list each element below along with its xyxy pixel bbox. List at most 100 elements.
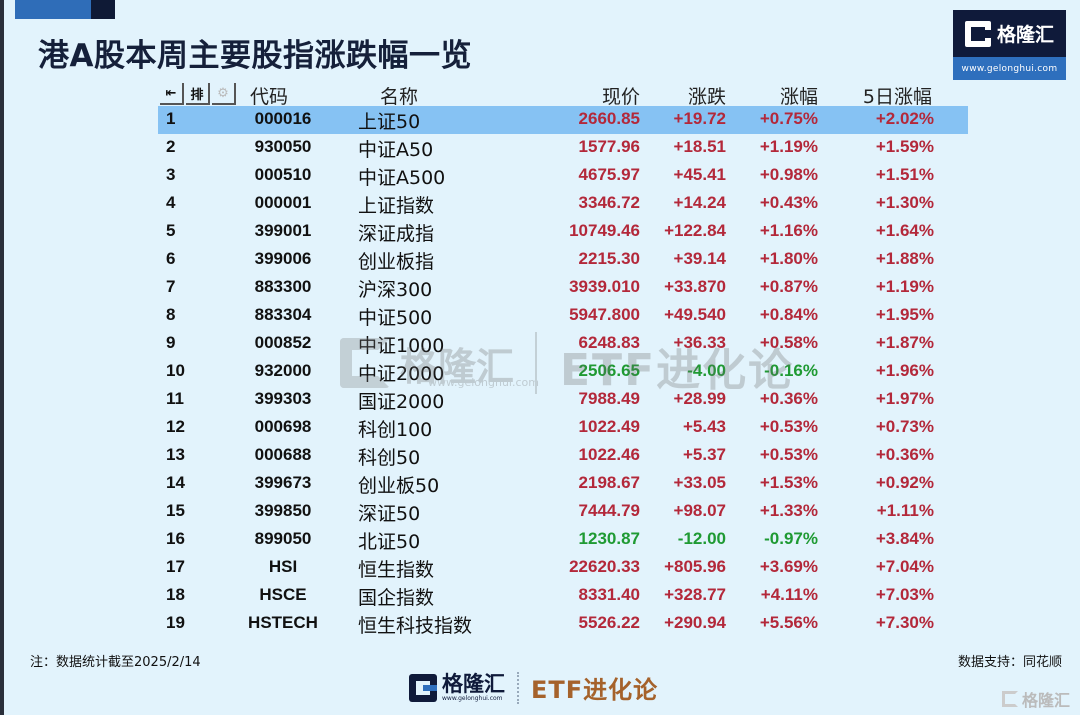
top-accent-bar-dark [91,0,115,19]
brand-url: www.gelonghui.com [953,57,1066,80]
row-pct: +1.80% [759,249,818,268]
row-pct: +1.16% [759,221,818,240]
table-row[interactable]: 1 000016 上证50 2660.85 +19.72 +0.75% +2.02% [158,106,968,134]
table-row[interactable]: 15 399850 深证50 7444.79 +98.07 +1.33% +1.11% [158,498,968,526]
table-row[interactable]: 10 932000 中证2000 2506.65 -4.00 -0.16% +1.96% [158,358,968,386]
corner-watermark-text: 格隆汇 [1021,691,1070,710]
table-row[interactable]: 6 399006 创业板指 2215.30 +39.14 +1.80% +1.88% [158,246,968,274]
row-name: 创业板50 [358,475,440,497]
column-header-name[interactable]: 名称 [380,86,419,108]
row-pct: -0.97% [764,529,818,548]
row-index: 17 [166,557,185,576]
brand-name: 格隆汇 [996,24,1054,46]
row-pct: +3.69% [759,557,818,576]
row-price: 5526.22 [578,613,640,632]
column-header-pct5[interactable]: 5日涨幅 [862,86,932,108]
data-source: 数据支持：同花顺 [957,655,1062,670]
row-index: 11 [166,389,184,408]
table-row[interactable]: 9 000852 中证1000 6248.83 +36.33 +0.58% +1.87% [158,330,968,358]
row-price: 7988.49 [578,389,640,408]
data-date-note: 注：数据统计截至2025/2/14 [30,655,201,670]
row-name: 深证50 [358,503,421,525]
row-pct5: +7.03% [875,585,934,604]
row-pct: +1.19% [759,137,818,156]
row-change: +290.94 [664,613,726,632]
table-row[interactable]: 4 000001 上证指数 3346.72 +14.24 +0.43% +1.30% [158,190,968,218]
row-change: +33.05 [673,473,726,492]
row-price: 1022.46 [578,445,640,464]
row-code: 899050 [254,529,312,548]
row-price: 5947.800 [569,305,640,324]
row-pct5: +2.02% [875,109,934,128]
table-row[interactable]: 11 399303 国证2000 7988.49 +28.99 +0.36% +1.97% [158,386,968,414]
table-row[interactable]: 17 HSI 恒生指数 22620.33 +805.96 +3.69% +7.04% [158,554,968,582]
row-price: 3346.72 [578,193,640,212]
row-price: 4675.97 [578,165,640,184]
settings-gear-icon[interactable]: ⚙ [212,83,236,105]
footer-divider [517,671,519,704]
row-change: +805.96 [664,557,726,576]
row-code: 000016 [254,109,312,128]
table-row[interactable]: 14 399673 创业板50 2198.67 +33.05 +1.53% +0.92% [158,470,968,498]
row-change: -12.00 [677,529,726,548]
table-row[interactable]: 2 930050 中证A50 1577.96 +18.51 +1.19% +1.59% [158,134,968,162]
row-name: 中证500 [358,307,433,329]
table-row[interactable]: 13 000688 科创50 1022.46 +5.37 +0.53% +0.36% [158,442,968,470]
column-header-pct[interactable]: 涨幅 [779,86,818,108]
row-index: 10 [166,361,185,380]
table-row[interactable]: 8 883304 中证500 5947.800 +49.540 +0.84% +1.95% [158,302,968,330]
row-pct5: +1.64% [875,221,934,240]
row-name: 中证1000 [358,335,445,357]
row-name: 沪深300 [358,279,433,301]
table-header: ⇤ 排 ⚙ 代码 名称 现价 涨跌 涨幅 5日涨幅 [158,80,968,108]
row-name: 中证A50 [358,139,434,161]
column-header-price[interactable]: 现价 [601,86,640,108]
row-pct: +0.36% [759,389,818,408]
row-pct: +0.84% [759,305,818,324]
row-pct5: +1.87% [875,333,934,352]
footer-etf-label: ETF进化论 [531,676,659,704]
row-code: 399303 [254,389,312,408]
table-row[interactable]: 3 000510 中证A500 4675.97 +45.41 +0.98% +1.51% [158,162,968,190]
row-pct5: +7.04% [875,557,934,576]
row-code: 000852 [254,333,312,352]
row-change: +33.870 [664,277,726,296]
table-row[interactable]: 5 399001 深证成指 10749.46 +122.84 +1.16% +1.64% [158,218,968,246]
row-price: 6248.83 [578,333,640,352]
row-index: 9 [166,333,176,352]
row-price: 1022.49 [578,417,640,436]
table-row[interactable]: 7 883300 沪深300 3939.010 +33.870 +0.87% +1.19% [158,274,968,302]
row-name: 中证2000 [358,363,445,385]
table-row[interactable]: 18 HSCE 国企指数 8331.40 +328.77 +4.11% +7.03% [158,582,968,610]
column-header-change[interactable]: 涨跌 [687,86,726,108]
column-header-code[interactable]: 代码 [250,86,289,108]
row-change: +328.77 [664,585,726,604]
table-row[interactable]: 16 899050 北证50 1230.87 -12.00 -0.97% +3.84% [158,526,968,554]
row-code: 399001 [254,221,312,240]
row-name: 恒生科技指数 [358,615,473,637]
row-index: 12 [166,417,185,436]
row-index: 5 [166,221,176,240]
row-price: 7444.79 [578,501,640,520]
row-name: 中证A500 [358,167,446,189]
row-name: 上证指数 [358,195,435,217]
index-quote-table: ⇤ 排 ⚙ 代码 名称 现价 涨跌 涨幅 5日涨幅 1 000016 上证50 266… [158,80,968,638]
row-price: 2215.30 [578,249,640,268]
row-pct5: +1.97% [875,389,934,408]
table-row[interactable]: 12 000698 科创100 1022.49 +5.43 +0.53% +0.73% [158,414,968,442]
row-index: 4 [166,193,176,212]
back-to-first-icon[interactable]: ⇤ [160,83,184,105]
row-code: 883304 [254,305,312,324]
row-pct5: +1.11% [876,501,934,520]
top-accent-bar-blue [15,0,91,19]
row-pct5: +0.92% [875,473,934,492]
brand-logo: 格隆汇 www.gelonghui.com [953,10,1066,80]
row-price: 1577.96 [578,137,640,156]
row-pct5: +0.36% [875,445,934,464]
row-index: 8 [166,305,176,324]
sort-icon[interactable]: 排 [186,83,210,105]
row-code: 399673 [254,473,312,492]
row-pct5: +1.51% [875,165,934,184]
table-row[interactable]: 19 HSTECH 恒生科技指数 5526.22 +290.94 +5.56% +7.30% [158,610,968,638]
row-pct: +0.75% [759,109,818,128]
